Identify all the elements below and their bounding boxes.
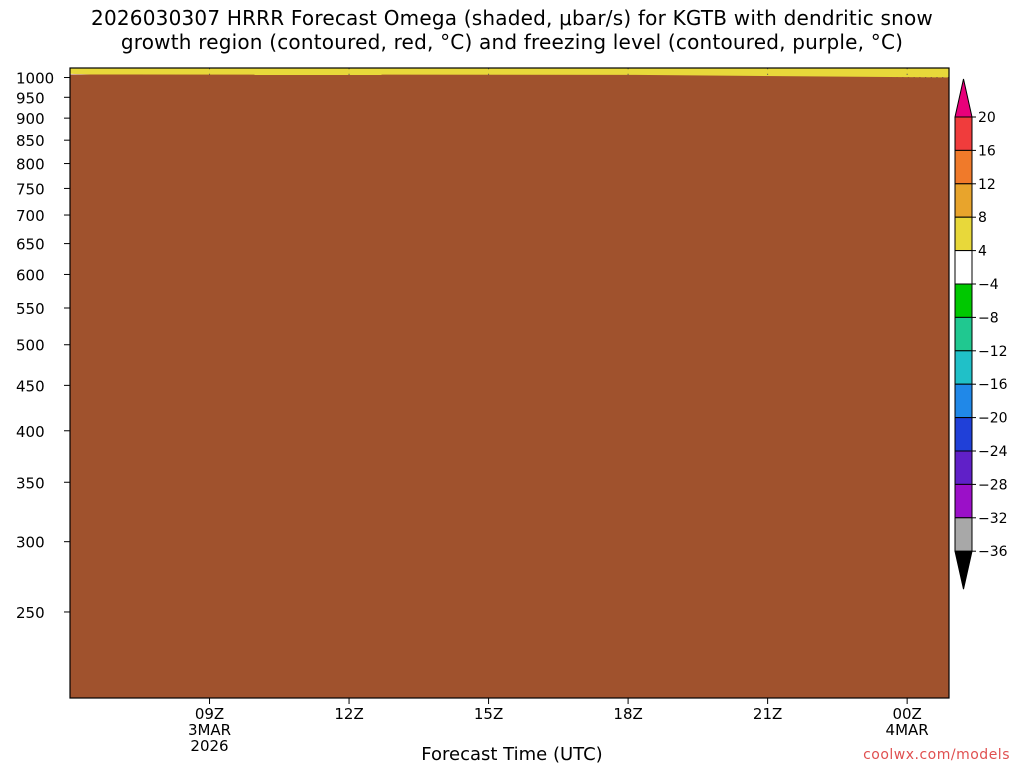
- credit-link[interactable]: coolwx.com/models: [863, 747, 1010, 763]
- y-tick-label-700: 700: [16, 207, 45, 225]
- colorbar-box-4: [954, 250, 973, 285]
- colorbar-label-5: −4: [978, 277, 999, 293]
- ground-surface: [70, 74, 949, 698]
- x-tick-label-18Z: 18Z: [613, 705, 642, 723]
- colorbar-label-3: 8: [978, 210, 987, 226]
- colorbar-bottom-arrow: [954, 550, 973, 590]
- y-tick-label-800: 800: [16, 156, 45, 174]
- y-tick-label-550: 550: [16, 300, 45, 318]
- y-tick-label-650: 650: [16, 236, 45, 254]
- colorbar-label-13: −36: [978, 544, 1008, 560]
- colorbar-box-7: [954, 350, 973, 385]
- colorbar-box-12: [954, 517, 973, 552]
- y-tick-label-600: 600: [16, 266, 45, 284]
- x-tick-sublabel: 4MAR: [886, 721, 929, 739]
- colorbar-label-4: 4: [978, 244, 987, 260]
- colorbar-box-8: [954, 383, 973, 419]
- x-tick-label-15Z: 15Z: [474, 705, 503, 723]
- colorbar-box-0: [954, 116, 973, 151]
- y-tick-label-400: 400: [16, 423, 45, 441]
- x-tick-label-21Z: 21Z: [753, 705, 782, 723]
- y-tick-label-950: 950: [16, 89, 45, 107]
- y-tick-label-500: 500: [16, 337, 45, 355]
- y-axis: 250 300 350 400 450 500 550 600 650 700 750 800 850 9…: [16, 70, 70, 622]
- x-tick-label-00Z: 00Z: [892, 705, 921, 723]
- colorbar-label-7: −12: [978, 344, 1008, 360]
- colorbar-label-6: −8: [978, 310, 999, 326]
- chart-title-line1: 2026030307 HRRR Forecast Omega (shaded, …: [91, 6, 933, 30]
- y-tick-label-850: 850: [16, 132, 45, 150]
- colorbar-box-2: [954, 183, 973, 218]
- y-tick-label-900: 900: [16, 110, 45, 128]
- colorbar-label-2: 12: [978, 177, 996, 193]
- y-tick-label-1000: 1000: [16, 70, 54, 88]
- ground-fill: [70, 74, 949, 698]
- y-tick-label-350: 350: [16, 474, 45, 492]
- colorbar-box-10: [954, 450, 973, 485]
- x-tick-label-12Z: 12Z: [334, 705, 363, 723]
- x-axis-label: Forecast Time (UTC): [421, 744, 603, 765]
- colorbar-label-11: −28: [978, 477, 1008, 493]
- x-tick-sublabel: 2026: [190, 737, 228, 755]
- omega-colorbar: 20 16 12 8 4 −4 −8 −12 −16 −20 −24 −28 −32 −36: [954, 78, 1008, 590]
- chart-title-line2: growth region (contoured, red, °C) and f…: [120, 30, 904, 54]
- colorbar-box-1: [954, 149, 973, 185]
- colorbar-box-9: [954, 417, 973, 452]
- y-tick-label-300: 300: [16, 534, 45, 552]
- y-tick-label-450: 450: [16, 377, 45, 395]
- colorbar-label-1: 16: [978, 143, 996, 159]
- colorbar-label-0: 20: [978, 110, 996, 126]
- colorbar-box-6: [954, 316, 973, 352]
- colorbar-box-5: [954, 283, 973, 318]
- colorbar-label-9: −20: [978, 411, 1008, 427]
- x-tick-label-09Z: 09Z: [195, 705, 224, 723]
- colorbar-label-12: −32: [978, 511, 1008, 527]
- colorbar-label-8: −16: [978, 377, 1008, 393]
- colorbar-box-11: [954, 483, 973, 519]
- colorbar-top-arrow: [954, 78, 973, 118]
- colorbar-box-3: [954, 216, 973, 252]
- y-tick-label-250: 250: [16, 604, 45, 622]
- y-tick-label-750: 750: [16, 180, 45, 198]
- chart-title: 2026030307 HRRR Forecast Omega (shaded, …: [0, 6, 1024, 54]
- plot-frame: [69, 67, 950, 699]
- colorbar-label-10: −24: [978, 444, 1008, 460]
- x-tick-sublabel: 3MAR: [188, 721, 231, 739]
